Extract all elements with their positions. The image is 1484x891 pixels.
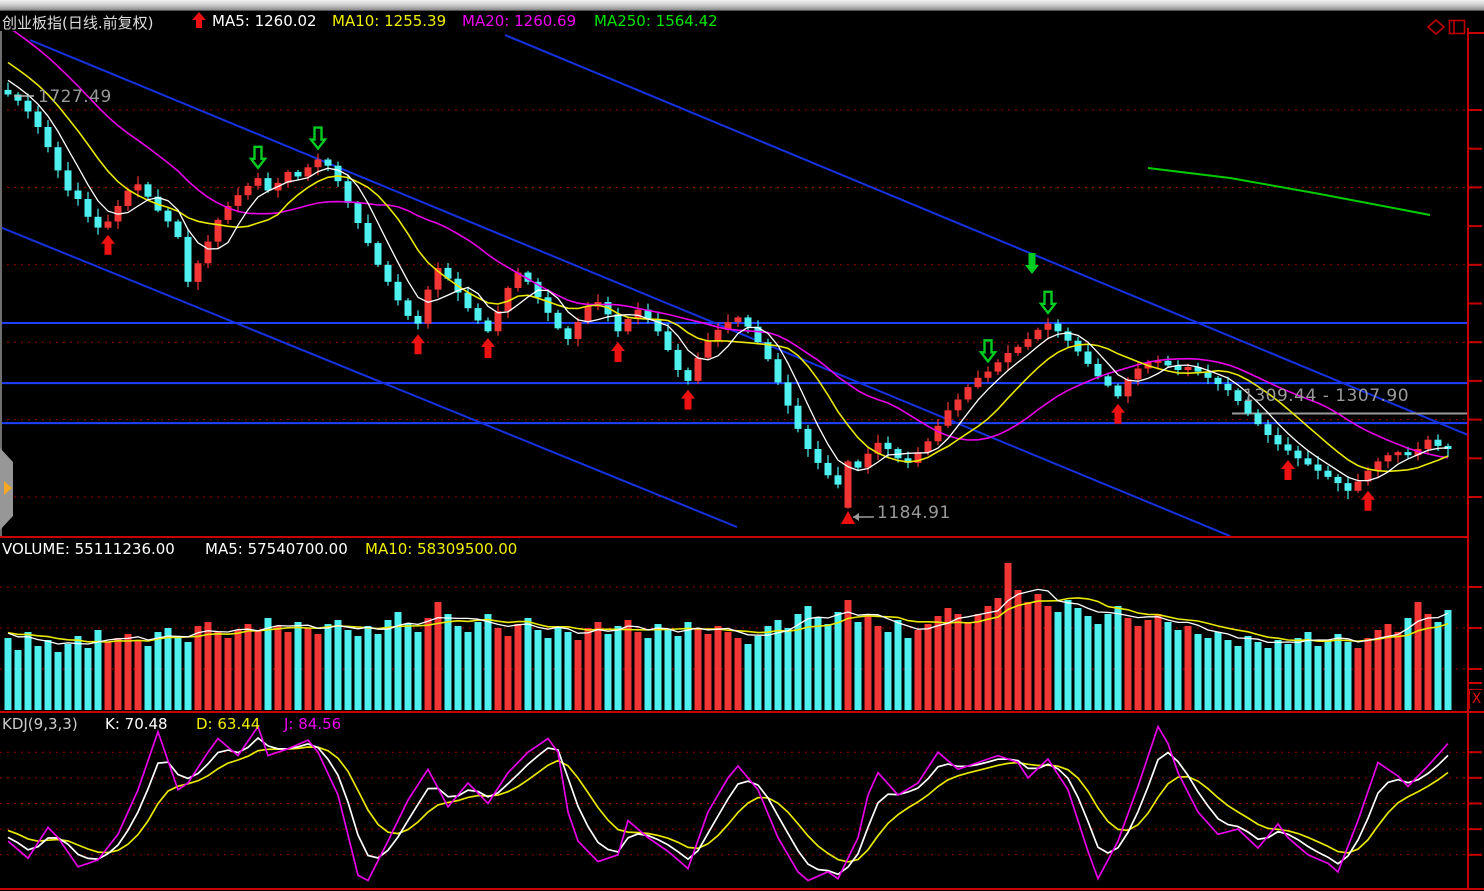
volume-ma10-label: MA10: 58309500.00 <box>365 540 518 558</box>
volume-ma5-label: MA5: 57540700.00 <box>205 540 348 558</box>
kdj-j-label: J: 84.56 <box>284 715 342 733</box>
top-splitter-bar[interactable] <box>0 0 1484 11</box>
chart-title: 创业板指(日线.前复权) <box>2 14 154 32</box>
ma10-label: MA10: 1255.39 <box>332 12 447 30</box>
range-price-label: 1309.44 - 1307.90 <box>1243 386 1410 406</box>
window-icon[interactable] <box>1448 19 1466 35</box>
sidebar-expand-handle <box>0 448 13 530</box>
ma20-label: MA20: 1260.69 <box>462 12 577 30</box>
diamond-icon[interactable] <box>1427 19 1445 35</box>
ma250-label: MA250: 1564.42 <box>594 12 718 30</box>
kdj-k-label: K: 70.48 <box>105 715 168 733</box>
volume-label: VOLUME: 55111236.00 <box>2 540 175 558</box>
kdj-name-label: KDJ(9,3,3) <box>2 715 78 733</box>
high-price-label: 1727.49 <box>38 87 112 107</box>
close-pane-button[interactable]: X <box>1469 689 1483 709</box>
ma5-label: MA5: 1260.02 <box>212 12 317 30</box>
low-price-label: 1184.91 <box>877 503 951 523</box>
kdj-d-label: D: 63.44 <box>196 715 261 733</box>
up-arrow-icon <box>192 12 206 28</box>
